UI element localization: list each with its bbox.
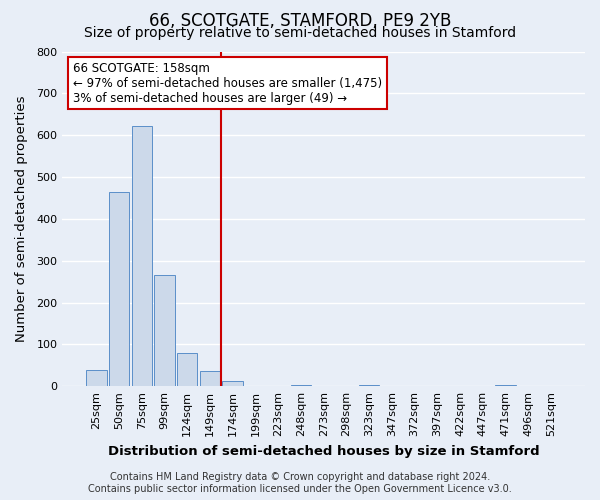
Bar xyxy=(86,370,107,386)
X-axis label: Distribution of semi-detached houses by size in Stamford: Distribution of semi-detached houses by … xyxy=(108,444,539,458)
Bar xyxy=(359,384,379,386)
Text: 66 SCOTGATE: 158sqm
← 97% of semi-detached houses are smaller (1,475)
3% of semi: 66 SCOTGATE: 158sqm ← 97% of semi-detach… xyxy=(73,62,382,104)
Bar xyxy=(109,192,129,386)
Text: Contains HM Land Registry data © Crown copyright and database right 2024.
Contai: Contains HM Land Registry data © Crown c… xyxy=(88,472,512,494)
Bar xyxy=(200,370,220,386)
Bar xyxy=(177,352,197,386)
Text: Size of property relative to semi-detached houses in Stamford: Size of property relative to semi-detach… xyxy=(84,26,516,40)
Bar xyxy=(154,276,175,386)
Y-axis label: Number of semi-detached properties: Number of semi-detached properties xyxy=(15,96,28,342)
Bar xyxy=(290,384,311,386)
Text: 66, SCOTGATE, STAMFORD, PE9 2YB: 66, SCOTGATE, STAMFORD, PE9 2YB xyxy=(149,12,451,30)
Bar xyxy=(223,380,243,386)
Bar xyxy=(131,126,152,386)
